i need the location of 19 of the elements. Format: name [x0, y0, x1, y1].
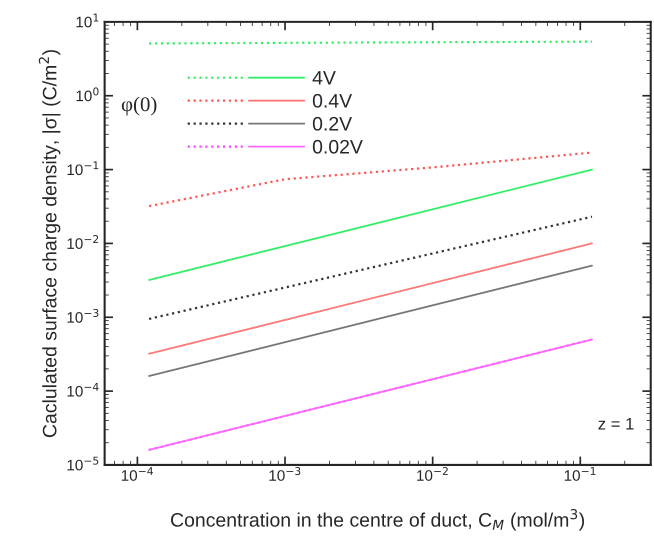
legend-title: φ(0) [122, 96, 156, 116]
y-tick-label: 10$^{−3}$ [67, 308, 98, 323]
x-axis-title: Concentration in the centre of duct, C$_{M}$ (mol/m$^{3}$) [171, 509, 584, 531]
legend-label: 0.02V [312, 140, 363, 154]
x-tick-label: 10$^{−2}$ [417, 466, 448, 481]
x-tick-label: 10$^{−3}$ [269, 466, 300, 481]
legend-label: 4V [312, 71, 336, 84]
y-tick-label: 10$^{−1}$ [67, 161, 98, 176]
legend-label: 0.4V [312, 94, 352, 108]
legend-label: 0.2V [312, 116, 352, 131]
y-tick-label: 10$^{−5}$ [67, 456, 98, 471]
y-tick-label: 10$^{−2}$ [67, 235, 98, 249]
x-tick-label: 10$^{−4}$ [122, 467, 153, 481]
annotation: z = 1 [598, 418, 634, 430]
y-tick-label: 10$^{1}$ [76, 14, 98, 28]
y-tick-label: 10$^{−4}$ [67, 382, 99, 397]
y-tick-label: 10$^{0}$ [76, 87, 99, 102]
x-tick-label: 10$^{−1}$ [564, 467, 596, 481]
y-axis-title: Caclulated surface charge density, |σ| (C/m$^{2}$) [38, 50, 60, 438]
